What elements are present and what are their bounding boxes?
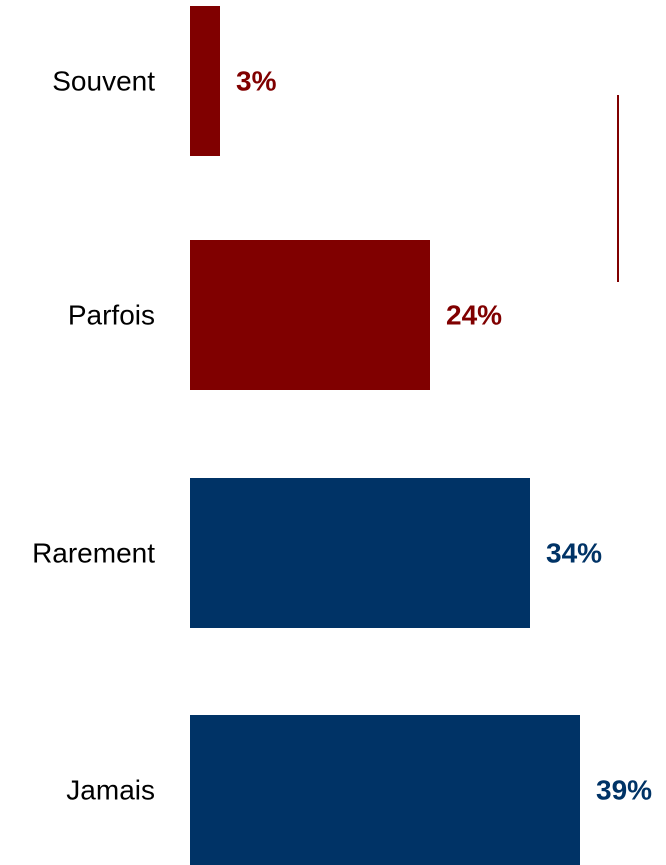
category-label-rarement: Rarement xyxy=(32,538,155,569)
value-label-souvent: 3% xyxy=(236,66,277,97)
bar-jamais xyxy=(190,715,580,865)
value-label-jamais: 39% xyxy=(596,775,652,806)
category-label-souvent: Souvent xyxy=(52,66,155,97)
value-label-rarement: 34% xyxy=(546,538,602,569)
category-label-parfois: Parfois xyxy=(68,300,155,331)
bar-parfois xyxy=(190,240,430,390)
bar-rarement xyxy=(190,478,530,628)
value-label-parfois: 24% xyxy=(446,300,502,331)
category-label-jamais: Jamais xyxy=(66,775,155,806)
bar-souvent xyxy=(190,6,220,156)
